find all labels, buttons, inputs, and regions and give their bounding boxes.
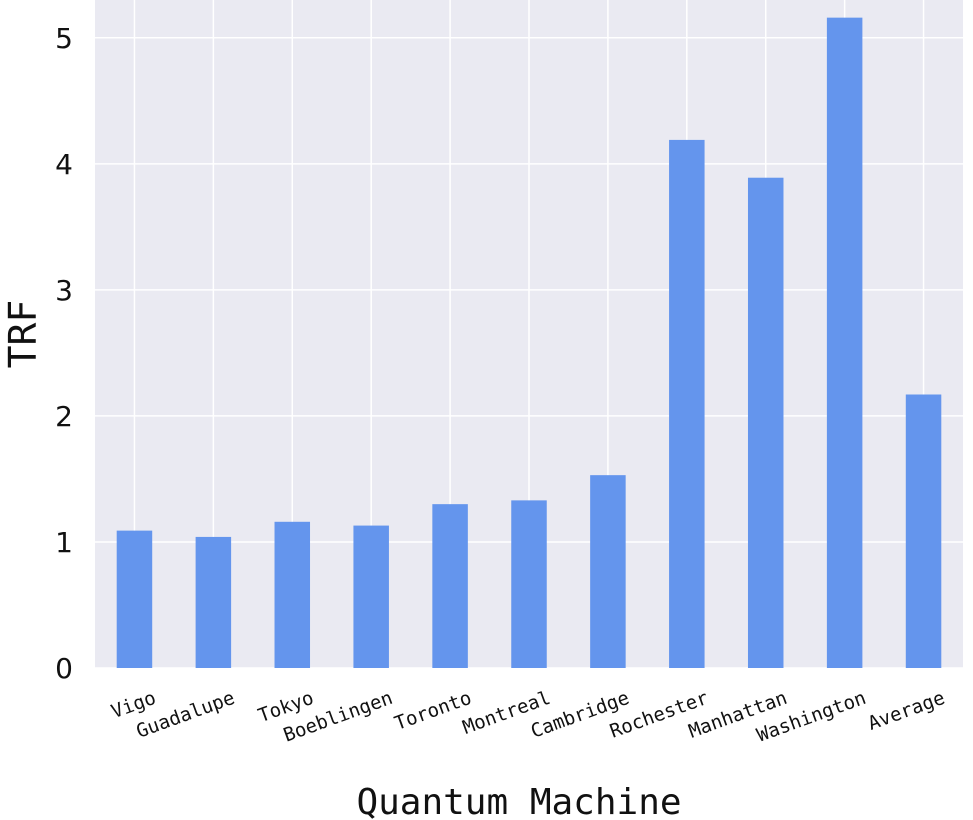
bar-average — [905, 394, 942, 668]
bar-toronto — [432, 504, 468, 668]
y-tick-label: 4 — [55, 148, 73, 181]
bar-vigo — [116, 530, 153, 668]
y-tick-label: 2 — [55, 400, 73, 433]
y-tick-label: 5 — [55, 22, 73, 55]
y-tick-label: 3 — [55, 274, 73, 307]
x-axis-title: Quantum Machine — [356, 782, 681, 820]
bar-boeblingen — [353, 525, 389, 668]
bar-manhattan — [747, 177, 784, 669]
bar-washington — [826, 17, 863, 669]
bar-cambridge — [590, 475, 626, 668]
y-tick-label: 1 — [55, 526, 73, 559]
bars — [116, 17, 942, 669]
bar-rochester — [669, 139, 705, 669]
bar-montreal — [511, 500, 547, 668]
x-tick-label: Toronto — [392, 687, 475, 735]
y-axis-ticks: 0 1 2 3 4 5 — [55, 22, 73, 685]
bar-guadalupe — [195, 536, 232, 668]
x-tick-label: Average — [865, 687, 948, 735]
bar-tokyo — [274, 521, 311, 668]
y-tick-label: 0 — [55, 652, 73, 685]
y-axis-title: TRF — [1, 300, 45, 369]
